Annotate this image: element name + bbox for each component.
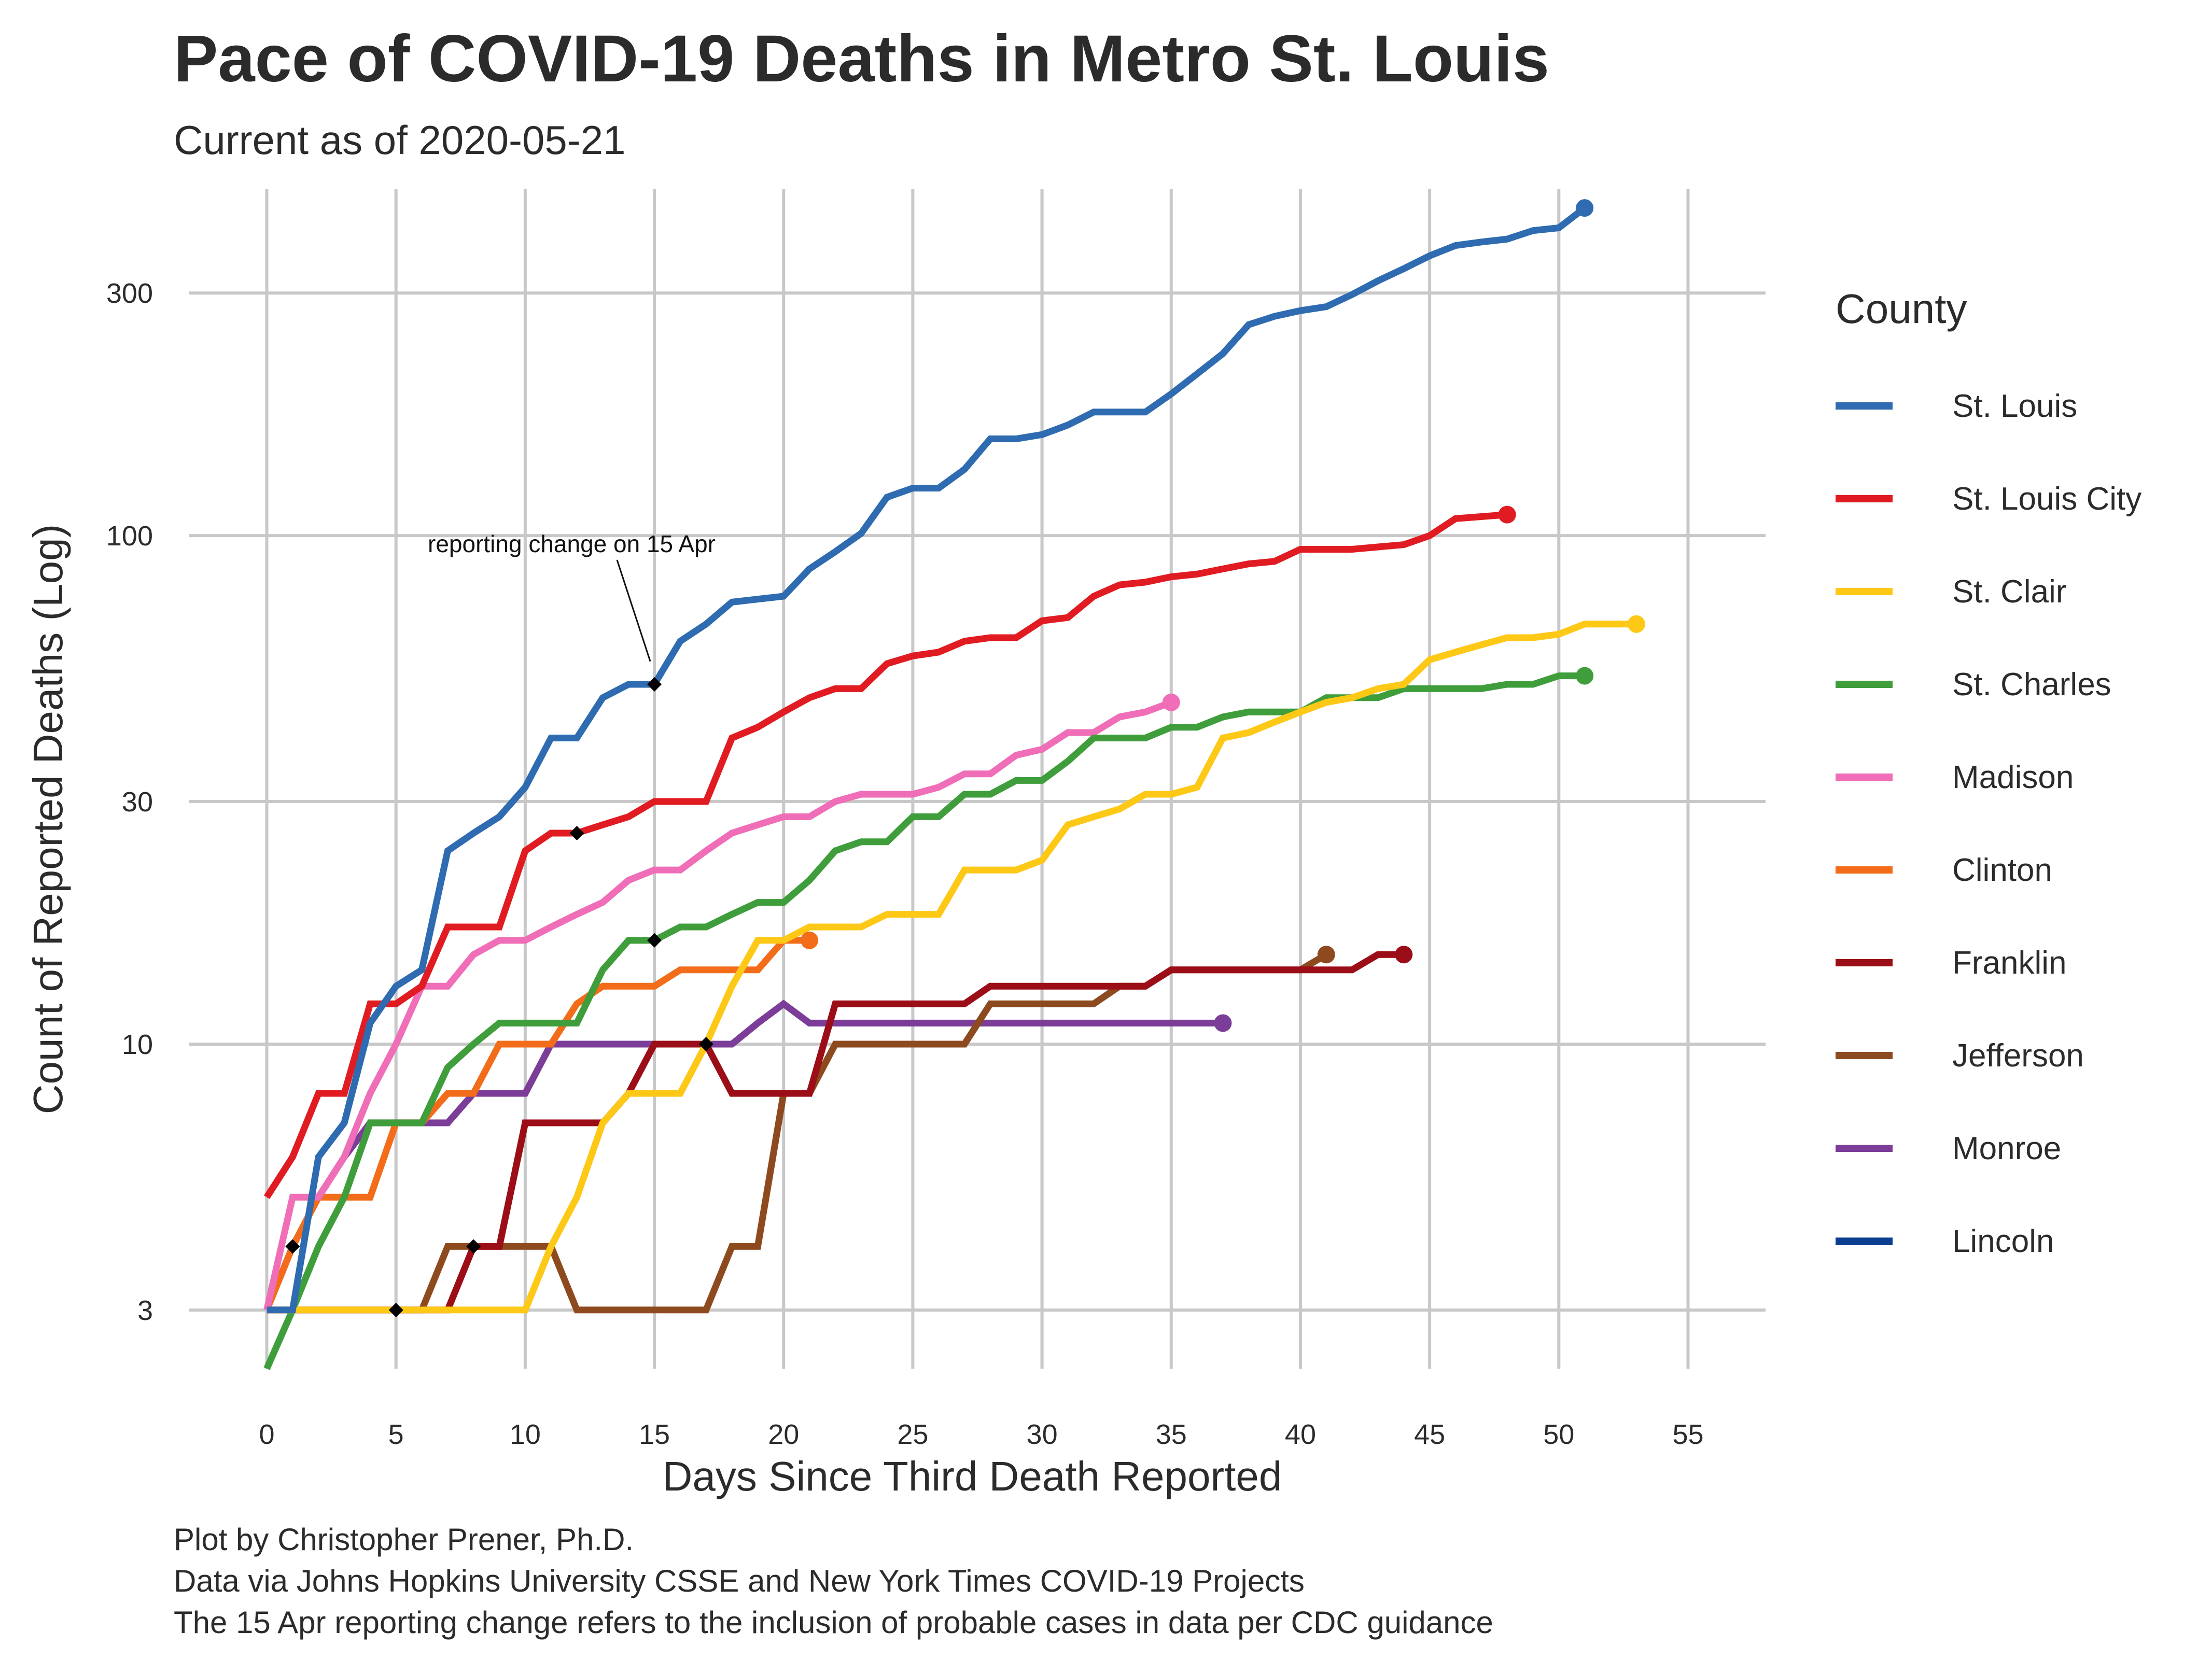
- legend-swatch: [1836, 588, 1893, 595]
- annotation-label: reporting change on 15 Apr: [428, 530, 716, 557]
- series-line-st-charles: [263, 672, 1585, 1370]
- legend-swatch: [1836, 681, 1893, 688]
- caption-sources: Data via Johns Hopkins University CSSE a…: [174, 1564, 1305, 1598]
- legend-swatch: [1836, 1238, 1893, 1245]
- legend-label: St. Clair: [1952, 574, 2067, 610]
- y-tick-label: 100: [106, 521, 153, 552]
- legend-label: St. Charles: [1952, 667, 2111, 702]
- endpoint-st-louis-city: [1498, 505, 1516, 524]
- endpoint-monroe: [1214, 1014, 1232, 1032]
- x-tick-label: 55: [1672, 1419, 1703, 1450]
- x-tick-label: 15: [639, 1419, 670, 1450]
- series-line-clinton: [263, 937, 810, 1312]
- endpoint-clinton: [801, 931, 819, 949]
- reporting-change-marker: [647, 933, 662, 948]
- legend-item-st-charles: St. Charles: [1836, 662, 2199, 704]
- legend-swatch: [1836, 866, 1893, 874]
- x-tick-label: 20: [768, 1419, 799, 1450]
- legend-label: Jefferson: [1952, 1038, 2084, 1074]
- y-tick-label: 30: [122, 786, 153, 818]
- series-line-st-louis: [267, 205, 1587, 1314]
- endpoint-madison: [1162, 693, 1180, 711]
- legend-label: Lincoln: [1952, 1224, 2054, 1259]
- legend-label: St. Louis City: [1952, 481, 2142, 517]
- x-tick-label: 0: [259, 1419, 274, 1450]
- y-tick-label: 10: [122, 1029, 153, 1060]
- legend-item-st-louis-city: St. Louis City: [1836, 476, 2199, 518]
- x-tick-label: 40: [1285, 1419, 1316, 1450]
- legend-label: Clinton: [1952, 852, 2052, 888]
- endpoint-st-charles: [1576, 667, 1594, 685]
- grid-lines: [189, 189, 1766, 1369]
- series-line-st-clair: [267, 621, 1636, 1314]
- legend-swatch: [1836, 959, 1893, 966]
- x-tick-label: 50: [1543, 1419, 1574, 1450]
- annotation-pointer: [616, 559, 651, 662]
- legend-swatch: [1836, 1145, 1893, 1152]
- chart-title: Pace of COVID-19 Deaths in Metro St. Lou…: [174, 22, 1549, 96]
- endpoint-jefferson: [1317, 946, 1335, 964]
- legend-item-st-louis: St. Louis: [1836, 384, 2199, 425]
- tick-labels: 0 5 10 15 20 25 30 35 40 45 50 55 3 10 30 100 300: [106, 278, 1704, 1450]
- legend-label: Franklin: [1952, 945, 2067, 981]
- legend-item-clinton: Clinton: [1836, 848, 2199, 889]
- series-line-franklin: [267, 951, 1404, 1314]
- legend-swatch: [1836, 774, 1893, 781]
- legend-item-lincoln: Lincoln: [1836, 1219, 2199, 1260]
- x-tick-label: 5: [388, 1419, 404, 1450]
- annotation-group: reporting change on 15 Apr: [428, 530, 716, 662]
- reporting-change-marker: [647, 677, 662, 692]
- legend-swatch: [1836, 402, 1893, 410]
- y-axis-title: Count of Reported Deaths (Log): [25, 524, 71, 1114]
- legend-title: County: [1836, 286, 1967, 332]
- chart-subtitle: Current as of 2020-05-21: [174, 117, 626, 163]
- legend-item-jefferson: Jefferson: [1836, 1033, 2199, 1075]
- legend-item-franklin: Franklin: [1836, 940, 2199, 982]
- legend-item-st-clair: St. Clair: [1836, 569, 2199, 611]
- x-axis-title: Days Since Third Death Reported: [663, 1453, 1282, 1499]
- series-markers: [285, 199, 1645, 1317]
- x-tick-label: 35: [1156, 1419, 1187, 1450]
- legend-label: St. Louis: [1952, 388, 2078, 424]
- legend-swatch: [1836, 495, 1893, 502]
- y-tick-label: 3: [137, 1295, 153, 1326]
- y-tick-label: 300: [106, 278, 153, 309]
- x-tick-label: 30: [1027, 1419, 1058, 1450]
- legend-item-monroe: Monroe: [1836, 1126, 2199, 1168]
- reporting-change-marker: [285, 1239, 300, 1254]
- legend-label: Madison: [1952, 760, 2074, 795]
- series-line-monroe: [263, 1000, 1223, 1312]
- endpoint-franklin: [1395, 946, 1413, 964]
- series-lines: [263, 205, 1636, 1370]
- reporting-change-marker: [698, 1036, 713, 1051]
- reporting-change-marker: [569, 825, 584, 840]
- legend-item-madison: Madison: [1836, 755, 2199, 796]
- caption-author: Plot by Christopher Prener, Ph.D.: [174, 1522, 634, 1557]
- reporting-change-marker: [466, 1239, 481, 1254]
- series-line-st-louis-city: [264, 511, 1508, 1199]
- legend-swatch: [1836, 1052, 1893, 1059]
- series-line-madison: [263, 699, 1173, 1311]
- endpoint-st-louis: [1576, 199, 1594, 217]
- x-tick-label: 45: [1414, 1419, 1445, 1450]
- x-tick-label: 10: [510, 1419, 541, 1450]
- caption-note: The 15 Apr reporting change refers to th…: [174, 1605, 1493, 1640]
- legend-label: Monroe: [1952, 1131, 2062, 1166]
- endpoint-st-clair: [1627, 615, 1645, 633]
- reporting-change-marker: [388, 1302, 403, 1317]
- series-line-jefferson: [267, 951, 1328, 1314]
- x-tick-label: 25: [897, 1419, 928, 1450]
